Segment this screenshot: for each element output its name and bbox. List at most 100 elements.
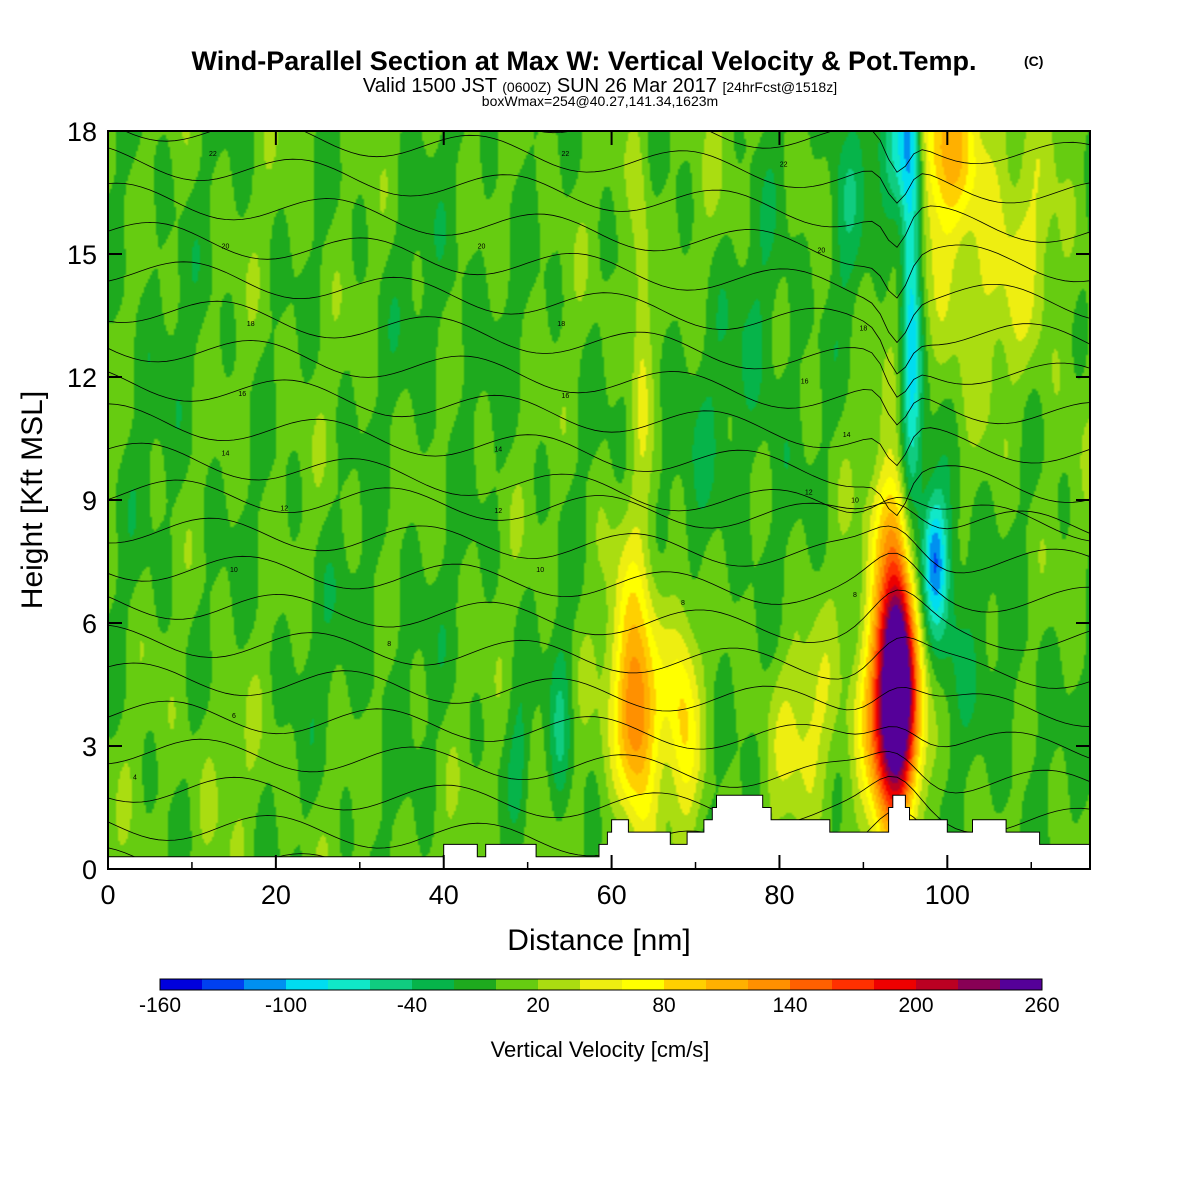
isentrope-label: 14 xyxy=(843,432,851,439)
subtitle-valid-time: Valid 1500 JST xyxy=(363,75,502,97)
plot-area: 4 6 8 8 8 10 10 10 12 12 12 14 14 14 16 16 16 18 18 18 20 20 2… xyxy=(108,131,1090,869)
isentrope-label: 4 xyxy=(133,774,137,781)
isentrope-line xyxy=(108,340,1090,426)
isentrope-label: 16 xyxy=(562,393,570,400)
colorbar-swatch xyxy=(832,979,875,990)
colorbar-label: Vertical Velocity [cm/s] xyxy=(491,1037,710,1062)
x-tick-label: 0 xyxy=(100,880,115,910)
isentrope-line xyxy=(108,517,1090,574)
x-tick-label: 60 xyxy=(597,880,627,910)
isentrope-label: 22 xyxy=(562,151,570,158)
colorbar-swatch xyxy=(706,979,749,990)
isentrope-line xyxy=(108,589,1090,651)
isentrope-label: 10 xyxy=(536,567,544,574)
isentrope-line xyxy=(108,261,1090,375)
isentrope-label: 18 xyxy=(860,325,868,332)
colorbar-swatch xyxy=(916,979,959,990)
x-axis: 0 20 40 60 80 100 xyxy=(100,131,1032,910)
isentrope-label: 12 xyxy=(494,508,502,515)
colorbar-swatch xyxy=(538,979,581,990)
colorbar-tick-label: 20 xyxy=(526,994,549,1017)
copyright-mark: (C) xyxy=(1024,53,1043,69)
isentrope-line xyxy=(108,479,1090,534)
isentrope-line xyxy=(108,371,1090,467)
colorbar-swatch xyxy=(412,979,455,990)
y-axis-label: Height [Kft MSL] xyxy=(16,391,49,609)
isentrope-line xyxy=(108,147,1090,248)
isentrope-label: 8 xyxy=(681,600,685,607)
colorbar-swatch xyxy=(328,979,371,990)
isentrope-label: 10 xyxy=(851,498,859,505)
colorbar-swatch xyxy=(244,979,287,990)
y-tick-label: 12 xyxy=(67,363,97,393)
x-tick-label: 40 xyxy=(429,880,459,910)
colorbar-tick-label: -160 xyxy=(139,994,181,1017)
colorbar: -160 -100 -40 20 80 140 200 260 xyxy=(139,978,1060,1017)
colorbar-swatch xyxy=(874,979,917,990)
colorbar-tick-label: -100 xyxy=(265,994,307,1017)
isentrope-label: 12 xyxy=(280,506,288,513)
y-tick-label: 15 xyxy=(67,240,97,270)
isentrope-label: 22 xyxy=(209,151,217,158)
isentrope-line xyxy=(108,300,1090,398)
vertical-velocity-field xyxy=(108,131,1090,869)
colorbar-tick-label: 140 xyxy=(772,994,807,1017)
chart-title: Wind-Parallel Section at Max W: Vertical… xyxy=(192,46,977,76)
isentrope-line xyxy=(536,131,1090,173)
isentrope-label: 12 xyxy=(805,489,813,496)
isentrope-line xyxy=(108,624,1090,689)
isentrope-line xyxy=(108,182,1090,299)
terrain-mask xyxy=(108,794,1090,869)
isentrope-line xyxy=(108,662,1090,727)
chart-subtitle: Valid 1500 JST (0600Z) SUN 26 Mar 2017 [… xyxy=(363,75,837,97)
colorbar-swatch xyxy=(790,979,833,990)
isentrope-label: 16 xyxy=(801,379,809,386)
colorbar-swatch xyxy=(370,979,413,990)
isentrope-label: 18 xyxy=(247,321,255,328)
isentrope-label: 22 xyxy=(780,161,788,168)
colorbar-swatch xyxy=(622,979,665,990)
isentrope-labels: 4 6 8 8 8 10 10 10 12 12 12 14 14 14 16 16 16 18 18 18 20 20 2… xyxy=(133,151,867,781)
colorbar-swatch xyxy=(580,979,623,990)
colorbar-swatch xyxy=(1000,979,1043,990)
colorbar-frame xyxy=(159,978,1043,991)
isentrope-line xyxy=(108,403,1090,517)
isentrope-line xyxy=(108,552,1090,613)
isentrope-label: 20 xyxy=(222,243,230,250)
colorbar-swatch xyxy=(958,979,1001,990)
isentrope-label: 14 xyxy=(222,450,230,457)
x-tick-label: 20 xyxy=(261,880,291,910)
isentrope-label: 6 xyxy=(232,713,236,720)
x-axis-label: Distance [nm] xyxy=(507,924,690,957)
isentrope-line xyxy=(108,700,1090,759)
isentrope-label: 8 xyxy=(853,592,857,599)
isentrope-line xyxy=(108,442,1090,542)
colorbar-swatch xyxy=(496,979,539,990)
x-tick-label: 80 xyxy=(764,880,794,910)
colorbar-tick-label: 200 xyxy=(898,994,933,1017)
isentrope-line xyxy=(108,775,1090,834)
colorbar-swatch xyxy=(748,979,791,990)
y-tick-label: 18 xyxy=(67,117,97,147)
isentrope-label: 16 xyxy=(238,391,246,398)
isentrope-line xyxy=(123,131,1090,204)
y-tick-label: 9 xyxy=(82,486,97,516)
y-tick-label: 6 xyxy=(82,609,97,639)
isentrope-label: 10 xyxy=(230,567,238,574)
isentrope-label: 20 xyxy=(478,243,486,250)
colorbar-swatch xyxy=(202,979,245,990)
colorbar-swatch xyxy=(664,979,707,990)
y-axis: 0 3 6 9 12 15 18 xyxy=(67,117,1090,885)
colorbar-tick-label: -40 xyxy=(397,994,427,1017)
subtitle-forecast: [24hrFcst@1518z] xyxy=(722,79,837,95)
isentrope-label: 20 xyxy=(818,247,826,254)
y-tick-label: 3 xyxy=(82,732,97,762)
subtitle-date: SUN 26 Mar 2017 xyxy=(551,75,722,97)
colorbar-swatch xyxy=(286,979,329,990)
isentrope-label: 8 xyxy=(387,641,391,648)
isentrope-label: 14 xyxy=(494,446,502,453)
x-tick-label: 100 xyxy=(925,880,970,910)
colorbar-swatch xyxy=(454,979,497,990)
subtitle-utc-time: (0600Z) xyxy=(502,79,551,95)
